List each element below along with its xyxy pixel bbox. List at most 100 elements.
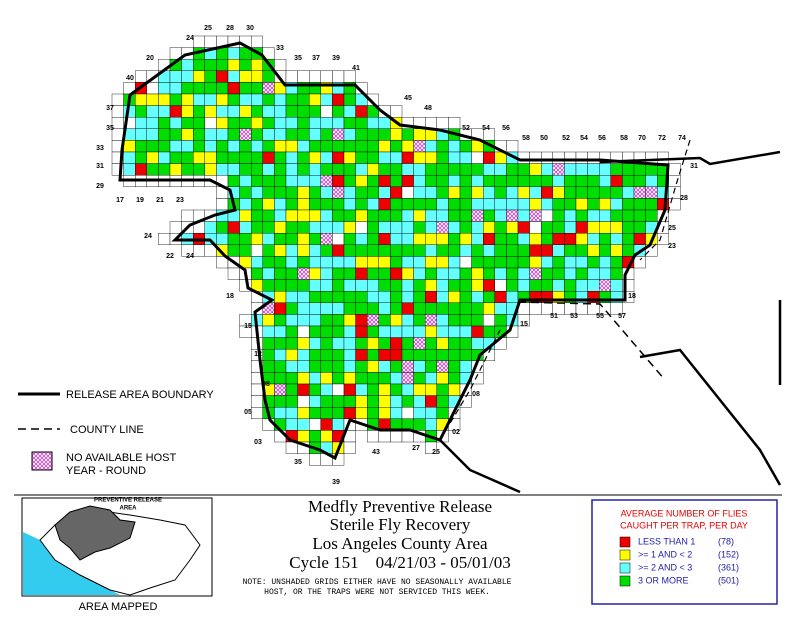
- grid-cell: [146, 128, 159, 141]
- grid-cell: [355, 279, 368, 292]
- grid-cell: [378, 163, 391, 176]
- grid-cell: [309, 70, 322, 83]
- grid-cell: [413, 395, 426, 408]
- grid-cell: [355, 267, 368, 280]
- grid-cell: [274, 349, 287, 362]
- grid-label: 15: [244, 323, 252, 330]
- grid-cell: [274, 128, 287, 141]
- grid-cell: [552, 267, 565, 280]
- grid-cell: [541, 209, 554, 222]
- grid-cell: [599, 232, 612, 245]
- grid-cell: [227, 151, 240, 164]
- grid-cell: [517, 209, 530, 222]
- grid-cell: [378, 186, 391, 199]
- grid-cell: [367, 186, 380, 199]
- grid-cell: [320, 105, 333, 118]
- grid-cell: [250, 105, 263, 118]
- grid-cell: [378, 372, 391, 385]
- grid-cell: [169, 163, 182, 176]
- grid-cell: [262, 209, 275, 222]
- grid-label: 17: [116, 197, 124, 204]
- grid-cell: [285, 244, 298, 257]
- grid-cell: [320, 395, 333, 408]
- grid-cell: [320, 198, 333, 211]
- grid-cell: [552, 279, 565, 292]
- grid-cell: [575, 174, 588, 187]
- grid-cell: [471, 325, 484, 338]
- grid-label: 39: [332, 479, 340, 486]
- grid-cell: [436, 256, 449, 269]
- grid-cell: [633, 198, 646, 211]
- grid-cell: [425, 418, 438, 431]
- grid-cell: [192, 163, 205, 176]
- grid-cell: [448, 314, 461, 327]
- grid-cell: [541, 151, 554, 164]
- grid-cell: [262, 244, 275, 257]
- grid-cell: [471, 174, 484, 187]
- grid-cell: [425, 163, 438, 176]
- grid-cell: [332, 186, 345, 199]
- grid-cell: [587, 163, 600, 176]
- grid-label: 43: [372, 449, 380, 456]
- grid-cell: [285, 349, 298, 362]
- grid-cell: [309, 430, 322, 443]
- grid-label: 18: [226, 293, 234, 300]
- grid-cell: [355, 163, 368, 176]
- grid-cell: [448, 244, 461, 257]
- grid-cell: [309, 140, 322, 153]
- grid-cell: [494, 198, 507, 211]
- grid-cell: [413, 221, 426, 234]
- grid-cell: [332, 453, 345, 466]
- grid-cell: [413, 349, 426, 362]
- grid-cell: [367, 267, 380, 280]
- grid-cell: [668, 198, 681, 211]
- grid-cell: [448, 221, 461, 234]
- county-line: [639, 139, 691, 261]
- grid-cell: [285, 256, 298, 269]
- grid-cell: [448, 360, 461, 373]
- grid-cell: [517, 279, 530, 292]
- grid-cell: [309, 302, 322, 315]
- grid-cell: [471, 279, 484, 292]
- grid-cell: [134, 116, 147, 129]
- grid-cell: [355, 140, 368, 153]
- grid-cell: [401, 163, 414, 176]
- grid-cell: [309, 198, 322, 211]
- grid-cell: [309, 105, 322, 118]
- grid-label: 19: [136, 197, 144, 204]
- key-count: (501): [718, 575, 739, 585]
- grid-cell: [390, 279, 403, 292]
- grid-cell: [413, 128, 426, 141]
- grid-cell: [425, 198, 438, 211]
- grid-cell: [320, 256, 333, 269]
- grid-label: 55: [596, 313, 604, 320]
- legend-text: YEAR - ROUND: [66, 465, 146, 477]
- grid-cell: [309, 349, 322, 362]
- grid-cell: [285, 198, 298, 211]
- grid-cell: [622, 163, 635, 176]
- grid-cell: [471, 163, 484, 176]
- grid-label: 30: [246, 25, 254, 32]
- grid-cell: [425, 325, 438, 338]
- boundary-lines: [439, 150, 782, 494]
- grid-cell: [587, 279, 600, 292]
- grid-cell: [204, 151, 217, 164]
- grid-cell: [401, 256, 414, 269]
- grid-cell: [309, 244, 322, 257]
- grid-cell: [564, 256, 577, 269]
- grid-cell: [274, 209, 287, 222]
- grid-label: 33: [276, 45, 284, 52]
- grid-cell: [378, 395, 391, 408]
- grid-cell: [274, 116, 287, 129]
- grid-cell: [401, 337, 414, 350]
- grid-cell: [285, 395, 298, 408]
- grid-cell: [610, 256, 623, 269]
- grid-cell: [367, 291, 380, 304]
- inset-label: AREA: [119, 506, 137, 512]
- grid-cell: [285, 209, 298, 222]
- legend-text: NO AVAILABLE HOST: [66, 452, 177, 464]
- grid-cell: [250, 186, 263, 199]
- grid-cell: [425, 140, 438, 153]
- grid-label: 53: [570, 313, 578, 320]
- grid-cell: [355, 383, 368, 396]
